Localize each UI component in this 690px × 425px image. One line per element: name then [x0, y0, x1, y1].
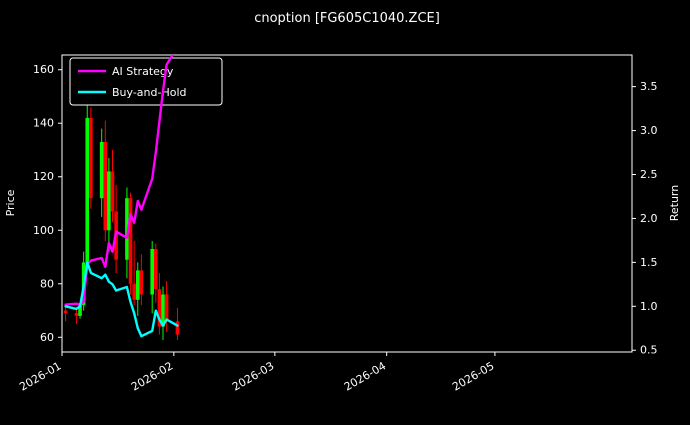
price-tick-label: 80: [40, 277, 54, 290]
candle-body: [110, 171, 115, 212]
return-tick-label: 3.5: [640, 80, 658, 93]
candle-body: [99, 141, 104, 199]
legend-box: [69, 57, 223, 106]
series-line-buy-and-hold: [64, 261, 179, 338]
candle-body: [107, 171, 111, 231]
candle-body: [164, 294, 169, 322]
candle-body: [161, 294, 165, 327]
price-tick-label: 160: [33, 63, 54, 76]
return-tick-label: 2.0: [640, 212, 658, 225]
return-tick-label: 0.5: [640, 344, 658, 357]
candle-body: [63, 310, 68, 314]
candle-body: [78, 305, 82, 316]
candle-body: [150, 248, 154, 295]
candle-body: [85, 117, 90, 263]
price-tick-label: 100: [33, 224, 54, 237]
candle-body: [74, 313, 79, 316]
candle-body: [128, 198, 133, 284]
candle-body: [153, 248, 158, 290]
chart-title: cnoption [FG605C1040.ZCE]: [254, 11, 440, 26]
series-lines: [64, 55, 179, 338]
candle-body: [157, 289, 162, 327]
price-tick-label: 120: [33, 170, 54, 183]
candle-body: [139, 270, 144, 295]
candle-body: [135, 270, 140, 300]
series-line-ai-strategy: [64, 55, 174, 306]
y-axis-label-price: Price: [4, 189, 17, 216]
return-tick-label: 1.0: [640, 300, 658, 313]
return-tick-label: 2.5: [640, 168, 658, 181]
candle-body: [132, 283, 136, 300]
candle-body: [175, 321, 180, 335]
candlesticks: [63, 101, 180, 340]
return-tick-label: 3.0: [640, 124, 658, 137]
y-axis-label-return: Return: [668, 185, 681, 222]
return-tick-label: 1.5: [640, 256, 658, 269]
candle-body: [125, 198, 129, 260]
legend-label-ai-strategy: AI Strategy: [112, 65, 174, 78]
price-tick-label: 140: [33, 117, 54, 130]
legend-label-buy-and-hold: Buy-and-Hold: [112, 86, 187, 99]
candle-body: [89, 117, 93, 199]
price-tick-label: 60: [40, 331, 54, 344]
candle-body: [103, 141, 108, 231]
legend: AI Strategy Buy-and-Hold: [69, 57, 223, 106]
